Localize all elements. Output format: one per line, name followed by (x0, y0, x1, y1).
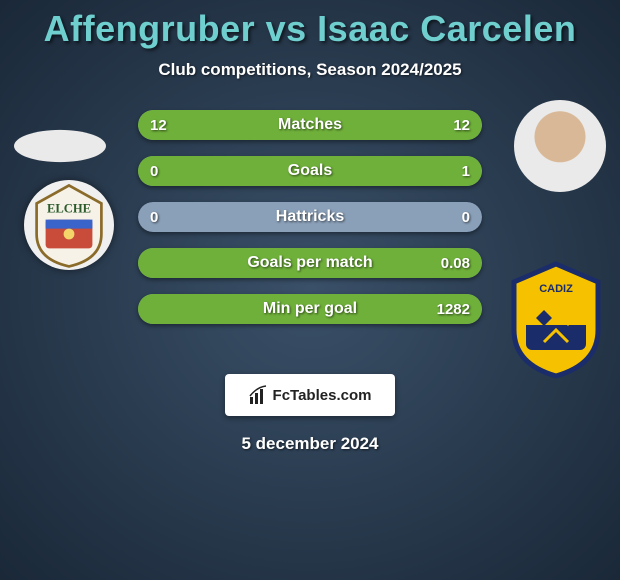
stat-value-right: 0 (462, 209, 470, 226)
svg-text:ELCHE: ELCHE (47, 201, 91, 215)
cadiz-crest-icon: CADIZ (506, 260, 606, 380)
stat-row: Goals per match 0.08 (138, 248, 482, 278)
player-left-photo (14, 130, 106, 162)
logo-text: FcTables.com (273, 387, 372, 404)
fctables-logo: FcTables.com (225, 374, 395, 416)
page-title: Affengruber vs Isaac Carcelen (0, 0, 620, 50)
stat-label: Hattricks (276, 208, 344, 226)
date-label: 5 december 2024 (0, 434, 620, 454)
stat-value-left: 0 (150, 163, 158, 180)
stat-value-right: 0.08 (441, 255, 470, 272)
player-right-photo (514, 100, 606, 192)
stat-row: 0 Hattricks 0 (138, 202, 482, 232)
stat-row: 0 Goals 1 (138, 156, 482, 186)
club-badge-left: ELCHE (24, 180, 114, 270)
svg-text:CADIZ: CADIZ (539, 283, 573, 295)
comparison-panel: ELCHE CADIZ 12 Matches 12 0 Goals 1 0 Hattricks… (0, 110, 620, 324)
stat-label: Min per goal (263, 300, 357, 318)
subtitle: Club competitions, Season 2024/2025 (0, 60, 620, 80)
stat-value-left: 12 (150, 117, 167, 134)
stat-value-right: 12 (453, 117, 470, 134)
stat-value-left: 0 (150, 209, 158, 226)
elche-crest-icon: ELCHE (24, 180, 114, 270)
stat-row: 12 Matches 12 (138, 110, 482, 140)
stat-label: Matches (278, 116, 342, 134)
stat-bars: 12 Matches 12 0 Goals 1 0 Hattricks 0 Goals per m… (138, 110, 482, 324)
stat-value-right: 1282 (437, 301, 470, 318)
stat-label: Goals (288, 162, 332, 180)
chart-icon (249, 385, 269, 405)
stat-value-right: 1 (462, 163, 470, 180)
stat-label: Goals per match (247, 254, 372, 272)
stat-row: Min per goal 1282 (138, 294, 482, 324)
club-badge-right: CADIZ (506, 260, 606, 380)
